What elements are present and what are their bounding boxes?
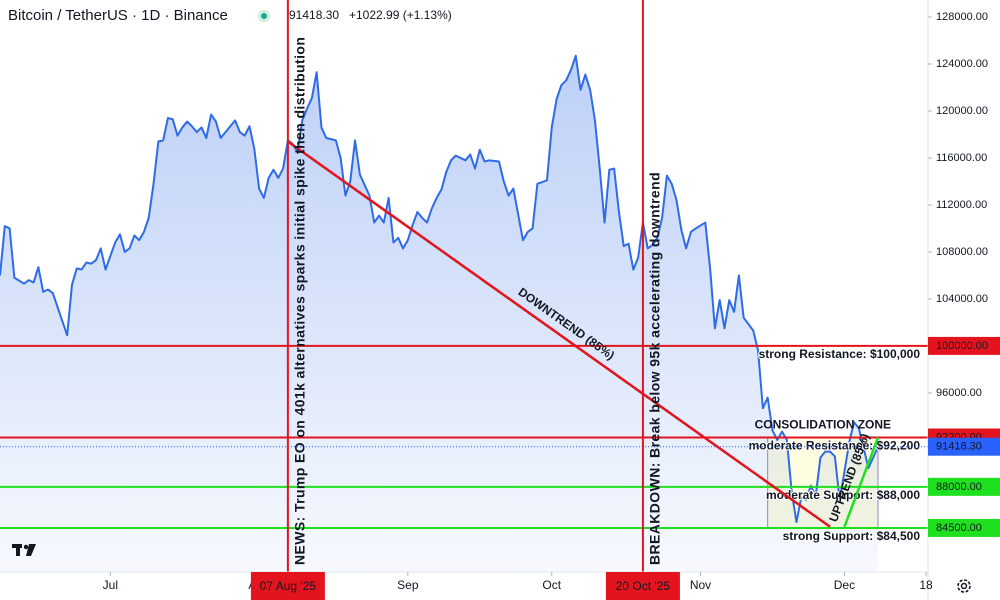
y-tick-label: 108000.00: [936, 246, 988, 258]
gear-outer[interactable]: [957, 579, 971, 593]
logo-part: [23, 544, 29, 550]
trendline: [843, 437, 880, 528]
settings-icon[interactable]: [957, 579, 971, 593]
status-dot: [261, 13, 267, 19]
level-badge-label: 100000.00: [936, 340, 988, 352]
level-note: strong Support: $84,500: [783, 529, 921, 543]
zone-label: CONSOLIDATION ZONE: [755, 418, 891, 432]
x-tick-label: Nov: [690, 578, 711, 592]
y-tick-label: 120000.00: [936, 105, 988, 117]
plot-area: strong Resistance: $100,000 moderate Resi…: [0, 0, 928, 572]
level-badge: [928, 336, 1000, 355]
logo-part: [16, 544, 20, 556]
x-tick-label: 18: [919, 578, 933, 592]
x-tick-label: Sep: [397, 578, 419, 592]
y-tick-label: 112000.00: [936, 199, 987, 211]
x-tick-label: Jul: [103, 578, 118, 592]
x-tick-label: Oct: [542, 578, 561, 592]
event-x-label: 07 Aug '25: [260, 579, 317, 593]
last-price-label: 91418.30: [936, 441, 982, 453]
y-tick-label: 124000.00: [936, 58, 988, 70]
tv-logo: [12, 544, 36, 556]
y-tick-label: 128000.00: [936, 11, 988, 23]
y-tick-label: 96000.00: [936, 387, 982, 399]
event-text: NEWS: Trump EO on 401k alternatives spar…: [292, 37, 308, 565]
logo-part: [26, 544, 36, 556]
event-text: BREAKDOWN: Break below 95k accelerating …: [647, 172, 663, 565]
level-note: moderate Resistance: $92,200: [749, 439, 921, 453]
last-price: 91418.30: [289, 8, 339, 22]
y-tick-label: 104000.00: [936, 293, 988, 305]
axes: 84000.0088000.0092000.0096000.00100000.0…: [103, 11, 1000, 600]
y-tick-label: 116000.00: [936, 152, 987, 164]
trendline: [287, 140, 831, 528]
header: Bitcoin / TetherUS · 1D · Binance 91418.…: [8, 7, 452, 24]
price-line: [0, 54, 879, 524]
event-x-badge: [250, 572, 325, 600]
level-badge: [928, 518, 1000, 537]
level-badge-label: 88000.00: [936, 481, 982, 493]
symbol-title: Bitcoin / TetherUS · 1D · Binance: [8, 7, 228, 24]
event-x-label: 20 Oct '25: [616, 579, 671, 593]
level-note: strong Resistance: $100,000: [759, 347, 921, 361]
level-badge: [928, 477, 1000, 496]
x-tick-label: Dec: [834, 578, 855, 592]
price-area: [0, 55, 879, 572]
price-change: +1022.99 (+1.13%): [349, 8, 452, 22]
level-badge-label: 84500.00: [936, 522, 982, 534]
event-x-badge: [605, 572, 680, 600]
last-price-badge: [928, 437, 1000, 456]
level-note: moderate Support: $88,000: [766, 488, 920, 502]
gear-inner[interactable]: [960, 582, 968, 590]
